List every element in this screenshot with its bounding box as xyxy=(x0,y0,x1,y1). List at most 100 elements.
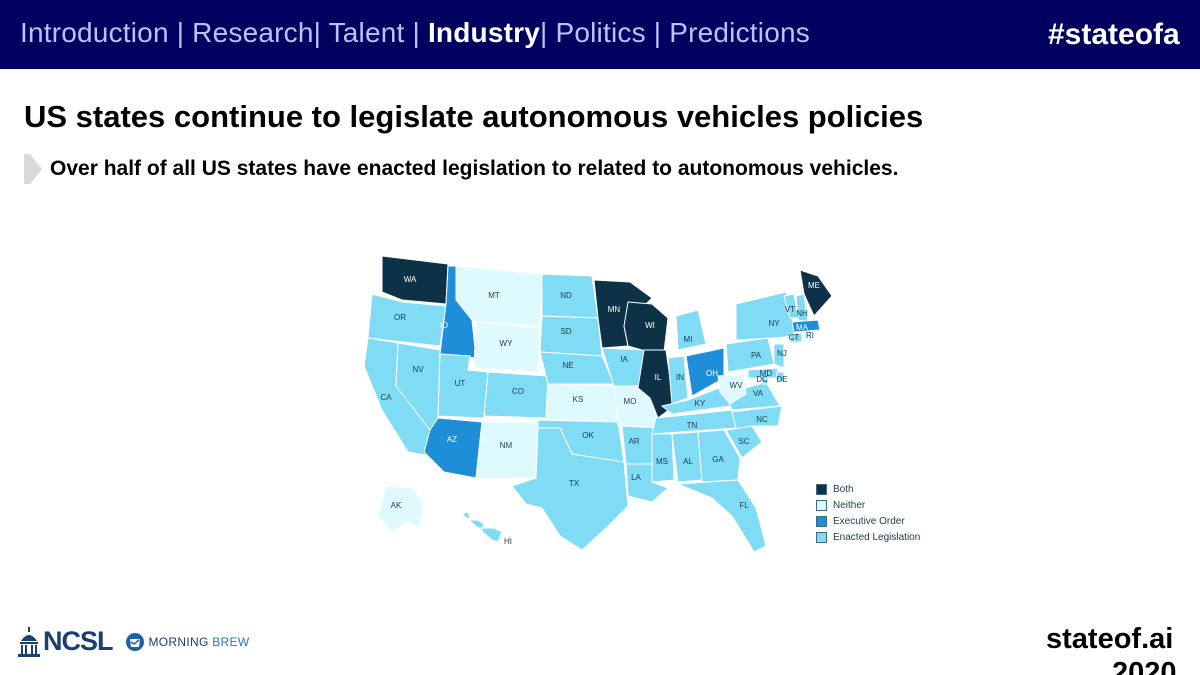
state-label-id: ID xyxy=(440,321,448,330)
map-legend: Both Neither Executive Order Enacted Leg… xyxy=(816,481,920,545)
state-label-ak: AK xyxy=(391,501,402,510)
state-label-ma: MA xyxy=(796,323,809,332)
nav-separator: | xyxy=(176,17,185,48)
state-md xyxy=(747,367,779,379)
state-label-ks: KS xyxy=(573,395,584,404)
state-label-nd: ND xyxy=(560,291,572,300)
legend-item-executive-order: Executive Order xyxy=(816,513,920,529)
legend-item-neither: Neither xyxy=(816,497,920,513)
state-label-dc: DC xyxy=(756,375,768,384)
state-hi xyxy=(461,511,503,543)
state-wv xyxy=(717,373,747,405)
state-label-il: IL xyxy=(655,373,662,382)
legend-swatch xyxy=(816,483,827,495)
state-sd xyxy=(539,315,603,357)
state-in xyxy=(667,355,689,405)
state-tx xyxy=(511,427,629,551)
nav-separator: | xyxy=(412,17,420,48)
state-fl xyxy=(677,479,767,553)
state-label-sd: SD xyxy=(560,327,571,336)
state-label-az: AZ xyxy=(447,435,457,444)
state-az xyxy=(423,417,483,479)
brew-word-1: MORNING xyxy=(148,634,209,649)
state-wa xyxy=(381,255,449,305)
state-label-nm: NM xyxy=(500,441,513,450)
state-me xyxy=(799,269,833,317)
state-label-nj: NJ xyxy=(777,349,787,358)
nav-item-introduction[interactable]: Introduction xyxy=(20,17,169,48)
state-label-ri: RI xyxy=(806,331,814,340)
state-nc xyxy=(725,405,783,431)
state-label-ny: NY xyxy=(768,319,780,328)
state-mi xyxy=(675,309,707,351)
state-ct xyxy=(789,333,803,343)
state-label-co: CO xyxy=(512,387,524,396)
slide-title: US states continue to legislate autonomo… xyxy=(24,99,924,134)
footer-branding: stateof.ai 2020 xyxy=(1046,622,1177,675)
state-label-de: DE xyxy=(776,375,787,384)
state-va xyxy=(725,381,781,411)
nav-item-research[interactable]: Research xyxy=(192,17,314,48)
legend-label: Neither xyxy=(833,499,866,511)
state-label-ms: MS xyxy=(656,457,668,466)
state-label-ct: CT xyxy=(789,333,800,342)
state-label-mn: MN xyxy=(608,305,621,314)
state-label-tn: TN xyxy=(687,421,698,430)
footer-year: 2020 xyxy=(1112,657,1177,675)
state-label-wi: WI xyxy=(645,321,655,330)
nav-separator: | xyxy=(540,17,548,48)
nav-separator: | xyxy=(653,17,662,48)
state-ma xyxy=(791,319,821,333)
state-label-nh: NH xyxy=(796,309,808,318)
state-ms xyxy=(651,433,675,483)
hashtag-label: #stateofai xyxy=(1048,17,1180,53)
state-ri xyxy=(803,331,813,341)
us-policy-map: WA OR CA ID NV UT AZ MT WY CO NM ND SD NE KS OK TX MN IA MO… xyxy=(363,255,833,553)
state-label-md: MD xyxy=(760,369,773,378)
nav-separator: | xyxy=(313,17,322,48)
coffee-cup-icon xyxy=(125,632,144,651)
state-label-ky: KY xyxy=(695,399,706,408)
slide-subtitle: Over half of all US states have enacted … xyxy=(50,157,899,180)
brew-word-2: BREW xyxy=(212,634,250,649)
nav-item-predictions[interactable]: Predictions xyxy=(669,17,810,48)
source-logos: NCSL MORNING BREW xyxy=(18,626,249,657)
state-label-mo: MO xyxy=(624,397,637,406)
nav-item-politics[interactable]: Politics xyxy=(555,17,646,48)
morning-brew-logo-text: MORNING BREW xyxy=(149,635,250,649)
state-label-ia: IA xyxy=(620,355,628,364)
state-ne xyxy=(539,351,615,385)
footer-site: stateof.ai xyxy=(1046,623,1174,655)
legend-item-enacted-legislation: Enacted Legislation xyxy=(816,529,920,545)
state-label-nc: NC xyxy=(756,415,768,424)
state-label-oh: OH xyxy=(706,369,718,378)
state-label-nv: NV xyxy=(412,365,424,374)
state-label-va: VA xyxy=(753,389,764,398)
hashtag-text: #stateofai xyxy=(1048,18,1180,51)
state-label-ar: AR xyxy=(628,437,639,446)
state-ga xyxy=(697,429,741,483)
legend-label: Both xyxy=(833,483,854,495)
state-label-wv: WV xyxy=(730,381,744,390)
state-label-vt: VT xyxy=(785,305,795,314)
ncsl-logo-text: NCSL xyxy=(43,626,113,656)
state-label-mi: MI xyxy=(684,335,693,344)
state-label-hi: HI xyxy=(504,537,512,546)
state-label-pa: PA xyxy=(751,351,762,360)
nav-item-talent[interactable]: Talent xyxy=(328,17,405,48)
header-bar: Introduction | Research| Talent | Indust… xyxy=(0,0,1200,69)
state-label-la: LA xyxy=(631,473,641,482)
nav-item-industry[interactable]: Industry xyxy=(427,17,541,48)
state-label-ca: CA xyxy=(380,393,392,402)
state-nj xyxy=(773,343,785,369)
state-label-mt: MT xyxy=(488,291,500,300)
legend-swatch xyxy=(816,499,827,511)
state-label-sc: SC xyxy=(738,437,749,446)
chevron-right-icon xyxy=(24,154,42,184)
state-nm xyxy=(475,421,539,479)
section-nav: Introduction | Research| Talent | Indust… xyxy=(20,17,810,49)
state-dc xyxy=(761,377,769,385)
state-label-al: AL xyxy=(683,457,693,466)
state-label-ok: OK xyxy=(582,431,594,440)
legend-label: Enacted Legislation xyxy=(833,531,921,543)
